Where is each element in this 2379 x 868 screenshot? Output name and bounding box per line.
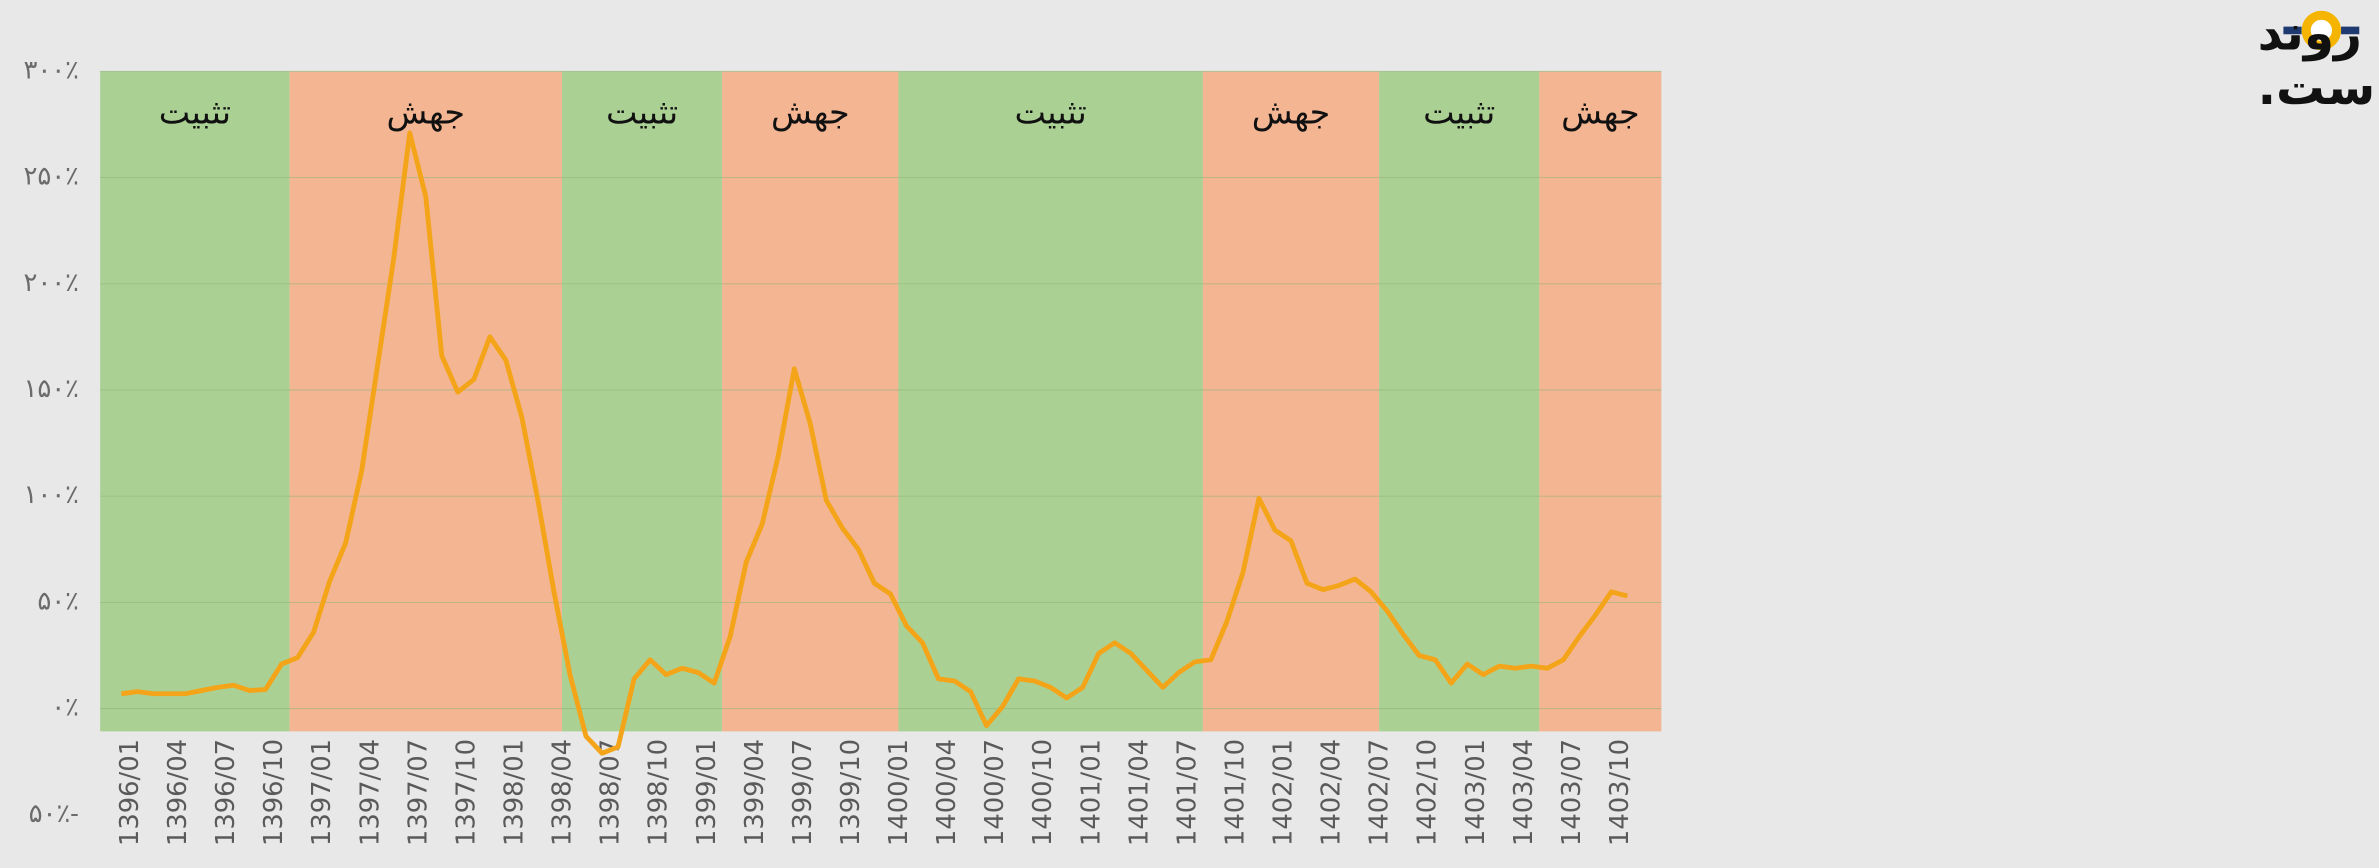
x-tick-label: 1401/07 bbox=[1172, 739, 1202, 846]
x-tick-label: 1398/10 bbox=[644, 739, 674, 846]
x-tick-label: 1396/01 bbox=[115, 739, 145, 846]
x-tick-label: 1402/07 bbox=[1365, 739, 1395, 846]
x-tick-label: 1400/07 bbox=[980, 739, 1010, 846]
x-tick-label: 1397/01 bbox=[307, 739, 337, 846]
band bbox=[898, 71, 1203, 732]
x-tick-label: 1397/10 bbox=[451, 739, 481, 846]
x-tick-label: 1402/10 bbox=[1413, 739, 1443, 846]
title-line: شدت جهش ها روند bbox=[2258, 5, 2379, 61]
x-tick-label: 1399/10 bbox=[836, 739, 866, 846]
x-tick-label: 1403/04 bbox=[1509, 739, 1539, 846]
band-label: تثبیت bbox=[159, 92, 231, 131]
x-tick-label: 1399/01 bbox=[692, 739, 722, 846]
x-tick-label: 1399/07 bbox=[788, 739, 818, 846]
band bbox=[289, 71, 562, 732]
band-label: جهش bbox=[1561, 92, 1640, 131]
band bbox=[561, 71, 723, 732]
x-tick-label: 1401/10 bbox=[1220, 739, 1250, 846]
x-tick-label: 1396/04 bbox=[163, 739, 193, 846]
band-label: تثبیت bbox=[1423, 92, 1495, 131]
y-tick-label: ۱۰۰٪ bbox=[24, 480, 79, 510]
band-label: جهش bbox=[771, 92, 850, 131]
y-tick-label: ۱۵۰٪ bbox=[24, 374, 79, 404]
x-tick-label: 1402/04 bbox=[1317, 739, 1347, 846]
x-tick-label: 1398/04 bbox=[548, 739, 578, 846]
data-line bbox=[121, 130, 1629, 756]
y-tick-label: ۳۰۰٪ bbox=[24, 55, 79, 85]
title-line: کاهشی داشته است. bbox=[2258, 60, 2379, 116]
bands: تثبیت جهش تثبیت جهش تثبیت جهش تثبیت جهش bbox=[100, 71, 1662, 732]
x-tick-label: 1401/01 bbox=[1076, 739, 1106, 846]
y-tick-label: ۰٪ bbox=[51, 693, 79, 723]
band bbox=[1539, 71, 1662, 732]
x-tick-label: 1398/01 bbox=[500, 739, 530, 846]
band-label: جهش bbox=[387, 92, 466, 131]
x-tick-label: 1398/07 bbox=[596, 739, 626, 846]
grid: ۵۰٪- ۰٪ ۵۰٪ ۱۰۰٪ ۱۵۰٪ ۲۰۰٪ ۲۵۰٪ ۳۰۰٪ bbox=[24, 55, 1662, 829]
band-label: تثبیت bbox=[1015, 92, 1087, 131]
x-tick-label: 1397/04 bbox=[355, 739, 385, 846]
y-tick-label: ۲۰۰٪ bbox=[24, 268, 79, 298]
y-tick-label: ۵۰٪- bbox=[29, 799, 79, 829]
y-tick-label: ۵۰٪ bbox=[37, 586, 79, 616]
band bbox=[1379, 71, 1540, 732]
band bbox=[100, 71, 290, 732]
bullet-icon bbox=[2283, 10, 2360, 51]
x-tick-label: 1397/07 bbox=[403, 739, 433, 846]
x-tick-label: 1402/01 bbox=[1269, 739, 1299, 846]
band bbox=[722, 71, 899, 732]
y-tick-label: ۲۵۰٪ bbox=[24, 162, 79, 192]
band-label: جهش bbox=[1252, 92, 1331, 131]
band bbox=[1202, 71, 1380, 732]
x-tick-label: 1403/07 bbox=[1557, 739, 1587, 846]
x-tick-label: 1401/04 bbox=[1124, 739, 1154, 846]
x-tick-label: 1403/10 bbox=[1605, 739, 1635, 846]
x-tick-label: 1396/07 bbox=[211, 739, 241, 846]
x-tick-label: 1400/04 bbox=[932, 739, 962, 846]
x-tick-label: 1400/01 bbox=[884, 739, 914, 846]
x-tick-label: 1400/10 bbox=[1028, 739, 1058, 846]
band-label: تثبیت bbox=[606, 92, 678, 131]
x-tick-label: 1396/10 bbox=[259, 739, 289, 846]
plot: 1396/01 1396/04 1396/07 1396/10 1397/01 1397/… bbox=[115, 130, 1635, 846]
x-tick-label: 1399/04 bbox=[740, 739, 770, 846]
x-tick-label: 1403/01 bbox=[1461, 739, 1491, 846]
